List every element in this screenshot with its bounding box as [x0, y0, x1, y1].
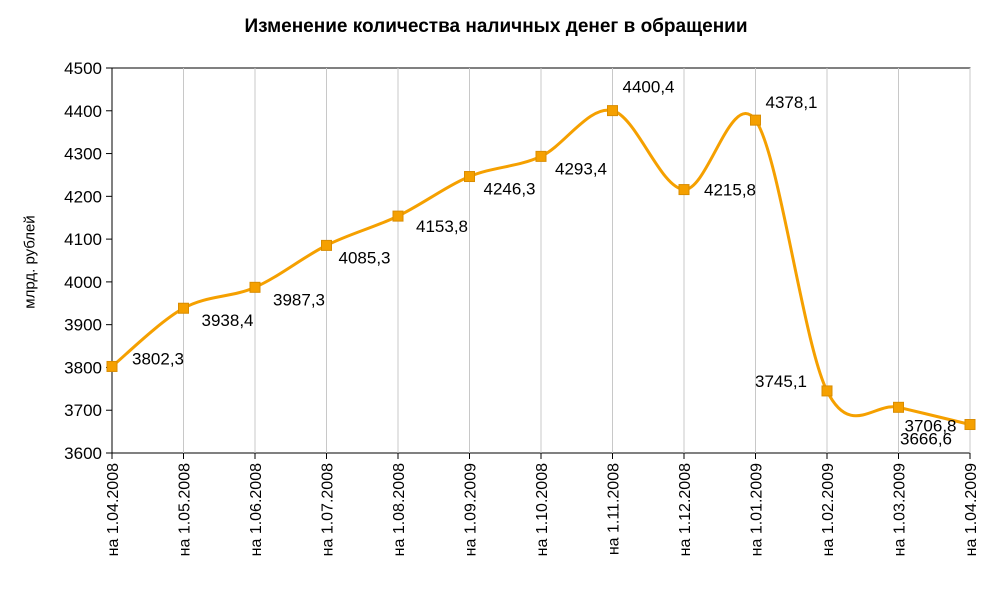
- data-point-marker: [321, 239, 332, 251]
- data-point-marker: [249, 281, 261, 293]
- data-point-marker: [678, 184, 690, 196]
- data-label: 3987,3: [273, 290, 325, 309]
- y-tick-label: 3900: [64, 316, 102, 335]
- data-label: 4085,3: [339, 248, 391, 267]
- data-label: 3706,8: [905, 416, 957, 435]
- data-point-marker: [893, 401, 904, 413]
- x-tick-label: на 1.03.2009: [892, 463, 909, 556]
- x-tick-label: на 1.05.2008: [177, 463, 194, 556]
- data-point-marker: [464, 171, 475, 183]
- data-point-marker: [821, 385, 833, 397]
- y-tick-label: 4400: [64, 102, 102, 121]
- data-label: 4293,4: [555, 159, 607, 178]
- data-label: 3938,4: [202, 311, 254, 330]
- data-label: 4246,3: [484, 180, 536, 199]
- y-tick-label: 4300: [64, 145, 102, 164]
- data-point-marker: [750, 114, 761, 126]
- x-tick-label: на 1.11.2008: [606, 463, 623, 555]
- y-tick-label: 4200: [64, 187, 102, 206]
- x-tick-label: на 1.08.2008: [391, 463, 408, 556]
- x-tick-label: на 1.04.2009: [963, 463, 980, 556]
- data-point-marker: [964, 419, 976, 431]
- y-tick-label: 4000: [64, 273, 102, 292]
- x-tick-label: на 1.01.2009: [749, 463, 766, 556]
- y-tick-label: 3700: [64, 401, 102, 420]
- y-tick-label: 4500: [64, 59, 102, 78]
- y-tick-label: 3800: [64, 358, 102, 377]
- x-tick-label: на 1.09.2009: [463, 463, 480, 556]
- x-tick-label: на 1.04.2008: [105, 463, 122, 556]
- y-tick-label: 3600: [64, 444, 102, 463]
- data-label: 3745,1: [755, 372, 807, 391]
- data-label: 4378,1: [766, 93, 818, 112]
- data-label: 3666,6: [900, 430, 952, 449]
- x-tick-label: на 1.10.2008: [534, 463, 551, 556]
- data-point-marker: [392, 210, 404, 222]
- x-tick-label: на 1.07.2008: [320, 463, 337, 556]
- data-label: 3802,3: [132, 349, 184, 368]
- data-label: 4153,8: [416, 217, 468, 236]
- x-tick-label: на 1.06.2008: [248, 463, 265, 556]
- chart-title: Изменение количества наличных денег в об…: [244, 16, 748, 37]
- data-point-marker: [178, 302, 189, 314]
- x-tick-label: на 1.12.2008: [677, 463, 694, 556]
- x-tick-label: на 1.02.2009: [820, 463, 837, 556]
- data-point-marker: [535, 150, 547, 162]
- data-point-marker: [106, 360, 118, 372]
- data-label: 4215,8: [704, 181, 756, 200]
- data-label: 4400,4: [623, 78, 675, 97]
- data-point-marker: [607, 105, 618, 117]
- y-tick-label: 4100: [64, 230, 102, 249]
